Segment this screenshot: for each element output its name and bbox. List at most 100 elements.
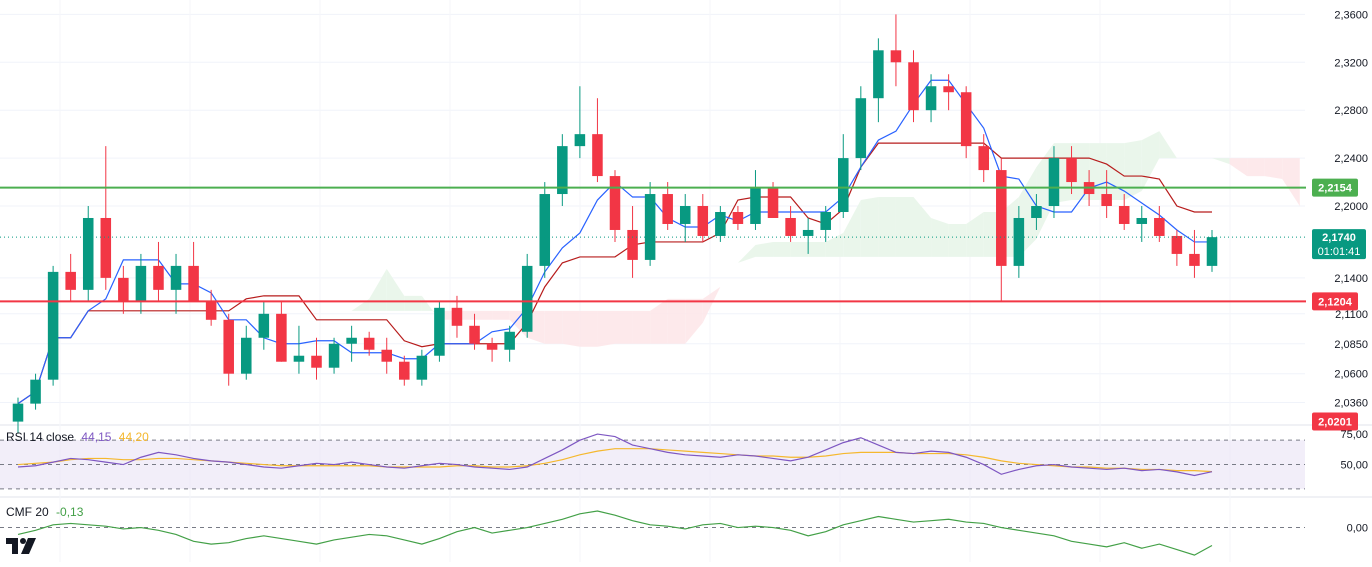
candle-body bbox=[750, 188, 761, 224]
candle-body bbox=[873, 50, 884, 99]
candle-body bbox=[627, 229, 638, 260]
rsi-legend: RSI 14 close 44,15 44,20 bbox=[6, 430, 149, 444]
candle-body bbox=[679, 206, 691, 224]
price-tick-label: 2,3200 bbox=[1334, 57, 1368, 69]
candle-body bbox=[996, 170, 1007, 266]
countdown-label: 01:01:41 bbox=[1318, 246, 1361, 258]
candle-body bbox=[1189, 253, 1200, 266]
cmf-legend: CMF 20 -0,13 bbox=[6, 505, 83, 519]
candle-body bbox=[328, 343, 340, 368]
candle-body bbox=[47, 271, 59, 380]
price-tick-label: 2,0360 bbox=[1334, 397, 1368, 409]
ichimoku-cloud-segment bbox=[579, 310, 598, 347]
candle-body bbox=[381, 349, 393, 362]
lower-level-badge bbox=[1312, 412, 1358, 431]
candle-body bbox=[434, 307, 445, 356]
rsi-line bbox=[17, 433, 1213, 477]
candle-body bbox=[820, 212, 831, 230]
candle-body bbox=[592, 134, 603, 177]
rsi-tick-label: 50,00 bbox=[1340, 460, 1368, 472]
price-tick-label: 2,1400 bbox=[1334, 273, 1368, 285]
ichimoku-cloud-segment bbox=[1159, 131, 1177, 159]
candle-body bbox=[855, 98, 867, 159]
ichimoku-cloud-segment bbox=[773, 241, 791, 257]
candle-body bbox=[785, 217, 796, 236]
ichimoku-cloud-segment bbox=[966, 212, 984, 257]
ichimoku-cloud-segment bbox=[702, 286, 721, 323]
cmf-value: -0,13 bbox=[56, 505, 84, 519]
candle-body bbox=[170, 265, 182, 290]
candle-body bbox=[767, 188, 779, 218]
candle-body bbox=[205, 301, 217, 320]
candle-body bbox=[399, 361, 410, 380]
ichimoku-cloud-segment bbox=[562, 310, 580, 347]
candle-body bbox=[1066, 158, 1077, 183]
candle-body bbox=[65, 271, 76, 290]
candle-body bbox=[311, 355, 322, 368]
ichimoku-cloud-segment bbox=[720, 262, 738, 287]
ichimoku-cloud-segment bbox=[1141, 131, 1160, 192]
ichimoku-cloud-segment bbox=[615, 310, 633, 344]
candle-body bbox=[223, 319, 234, 374]
ichimoku-cloud-segment bbox=[860, 197, 879, 257]
ichimoku-cloud-segment bbox=[1247, 158, 1265, 177]
ichimoku-cloud-segment bbox=[544, 310, 563, 344]
candle-body bbox=[258, 313, 270, 338]
ichimoku-cloud-segment bbox=[737, 244, 756, 263]
ichimoku-cloud-segment bbox=[632, 310, 651, 344]
candle-body bbox=[644, 194, 656, 260]
ichimoku-cloud-segment bbox=[1124, 140, 1142, 201]
price-tick-label: 2,0600 bbox=[1334, 369, 1368, 381]
candle-body bbox=[1013, 217, 1025, 266]
price-tick-label: 2,0850 bbox=[1334, 339, 1368, 351]
ichimoku-cloud-segment bbox=[808, 241, 826, 257]
ichimoku-cloud-segment bbox=[878, 197, 896, 257]
candle-body bbox=[363, 337, 375, 350]
candle-body bbox=[416, 355, 428, 380]
candle-body bbox=[837, 158, 849, 212]
rsi-tick-label: 75,00 bbox=[1340, 429, 1368, 441]
rsi-value: 44,15 bbox=[81, 430, 112, 444]
candle-body bbox=[82, 217, 94, 290]
candle-body bbox=[1031, 206, 1042, 218]
candle-body bbox=[293, 355, 305, 362]
price-tick-label: 2,1100 bbox=[1335, 309, 1368, 321]
candle-body bbox=[100, 217, 112, 278]
candle-body bbox=[1101, 194, 1112, 207]
candle-body bbox=[574, 134, 586, 147]
tradingview-logo-icon[interactable] bbox=[6, 538, 40, 559]
candle-body bbox=[451, 307, 463, 326]
rsi-ma-value: 44,20 bbox=[118, 430, 149, 444]
candle-body bbox=[662, 194, 673, 224]
ichimoku-cloud-segment bbox=[369, 268, 387, 311]
candle-body bbox=[135, 265, 147, 302]
candle-body bbox=[118, 277, 129, 302]
candle-body bbox=[539, 194, 551, 266]
candle-body bbox=[346, 337, 357, 344]
ichimoku-cloud-segment bbox=[650, 298, 668, 344]
ichimoku-cloud-segment bbox=[193, 391, 212, 404]
candle-body bbox=[802, 229, 814, 236]
candle-body bbox=[1206, 237, 1218, 266]
ichimoku-cloud-segment bbox=[1282, 158, 1300, 207]
candle-body bbox=[890, 50, 902, 63]
price-tick-label: 2,2800 bbox=[1334, 105, 1368, 117]
ichimoku-cloud-segment bbox=[755, 241, 774, 257]
candle-body bbox=[943, 86, 954, 93]
candle-body bbox=[557, 146, 568, 195]
rsi-title: RSI bbox=[6, 430, 27, 444]
cmf-title: CMF bbox=[6, 505, 32, 519]
candle-body bbox=[240, 337, 252, 374]
ichimoku-cloud-segment bbox=[948, 223, 967, 257]
ichimoku-cloud-segment bbox=[825, 232, 844, 257]
ichimoku-cloud-segment bbox=[790, 241, 809, 257]
ichimoku-cloud-segment bbox=[474, 310, 493, 320]
candle-body bbox=[521, 265, 533, 332]
lower-level-label: 2,0201 bbox=[1318, 416, 1352, 428]
resistance-level-badge bbox=[1312, 178, 1358, 197]
candle-body bbox=[1048, 158, 1060, 207]
candle-body bbox=[697, 206, 709, 236]
candle-body bbox=[715, 212, 726, 236]
